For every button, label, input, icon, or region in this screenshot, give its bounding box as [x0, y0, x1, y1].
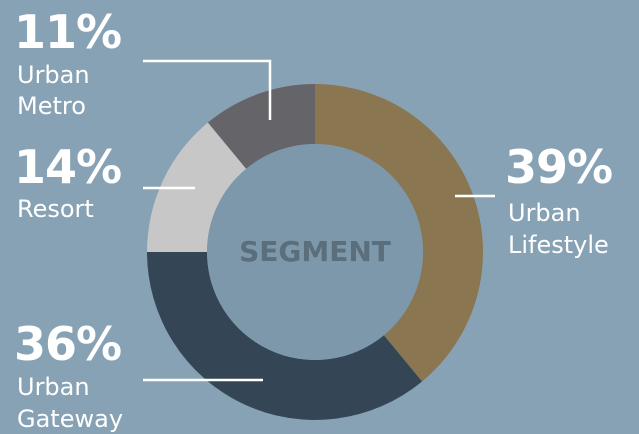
slice-urban-metro	[207, 84, 315, 169]
slice-pct-urban-gateway: 36%	[14, 317, 122, 371]
slice-pct-urban-metro: 11%	[14, 5, 122, 59]
center-label: SEGMENT	[239, 235, 391, 268]
slice-label-urban-metro-line1: Urban	[17, 61, 90, 89]
slice-label-urban-gateway-line2: Gateway	[17, 405, 124, 433]
slice-label-resort: Resort	[17, 195, 94, 223]
slice-label-urban-metro-line2: Metro	[17, 92, 86, 120]
slice-pct-urban-lifestyle: 39%	[505, 140, 613, 194]
slice-label-urban-lifestyle-line1: Urban	[508, 199, 581, 227]
slice-label-urban-lifestyle-line2: Lifestyle	[508, 231, 609, 259]
slice-urban-lifestyle	[315, 84, 483, 382]
leader-urban-metro	[143, 59, 272, 120]
donut-hole	[207, 144, 423, 360]
slice-urban-gateway	[147, 252, 423, 420]
slice-pct-resort: 14%	[14, 140, 122, 194]
slice-resort	[147, 122, 247, 252]
slice-label-urban-gateway-line1: Urban	[17, 373, 90, 401]
